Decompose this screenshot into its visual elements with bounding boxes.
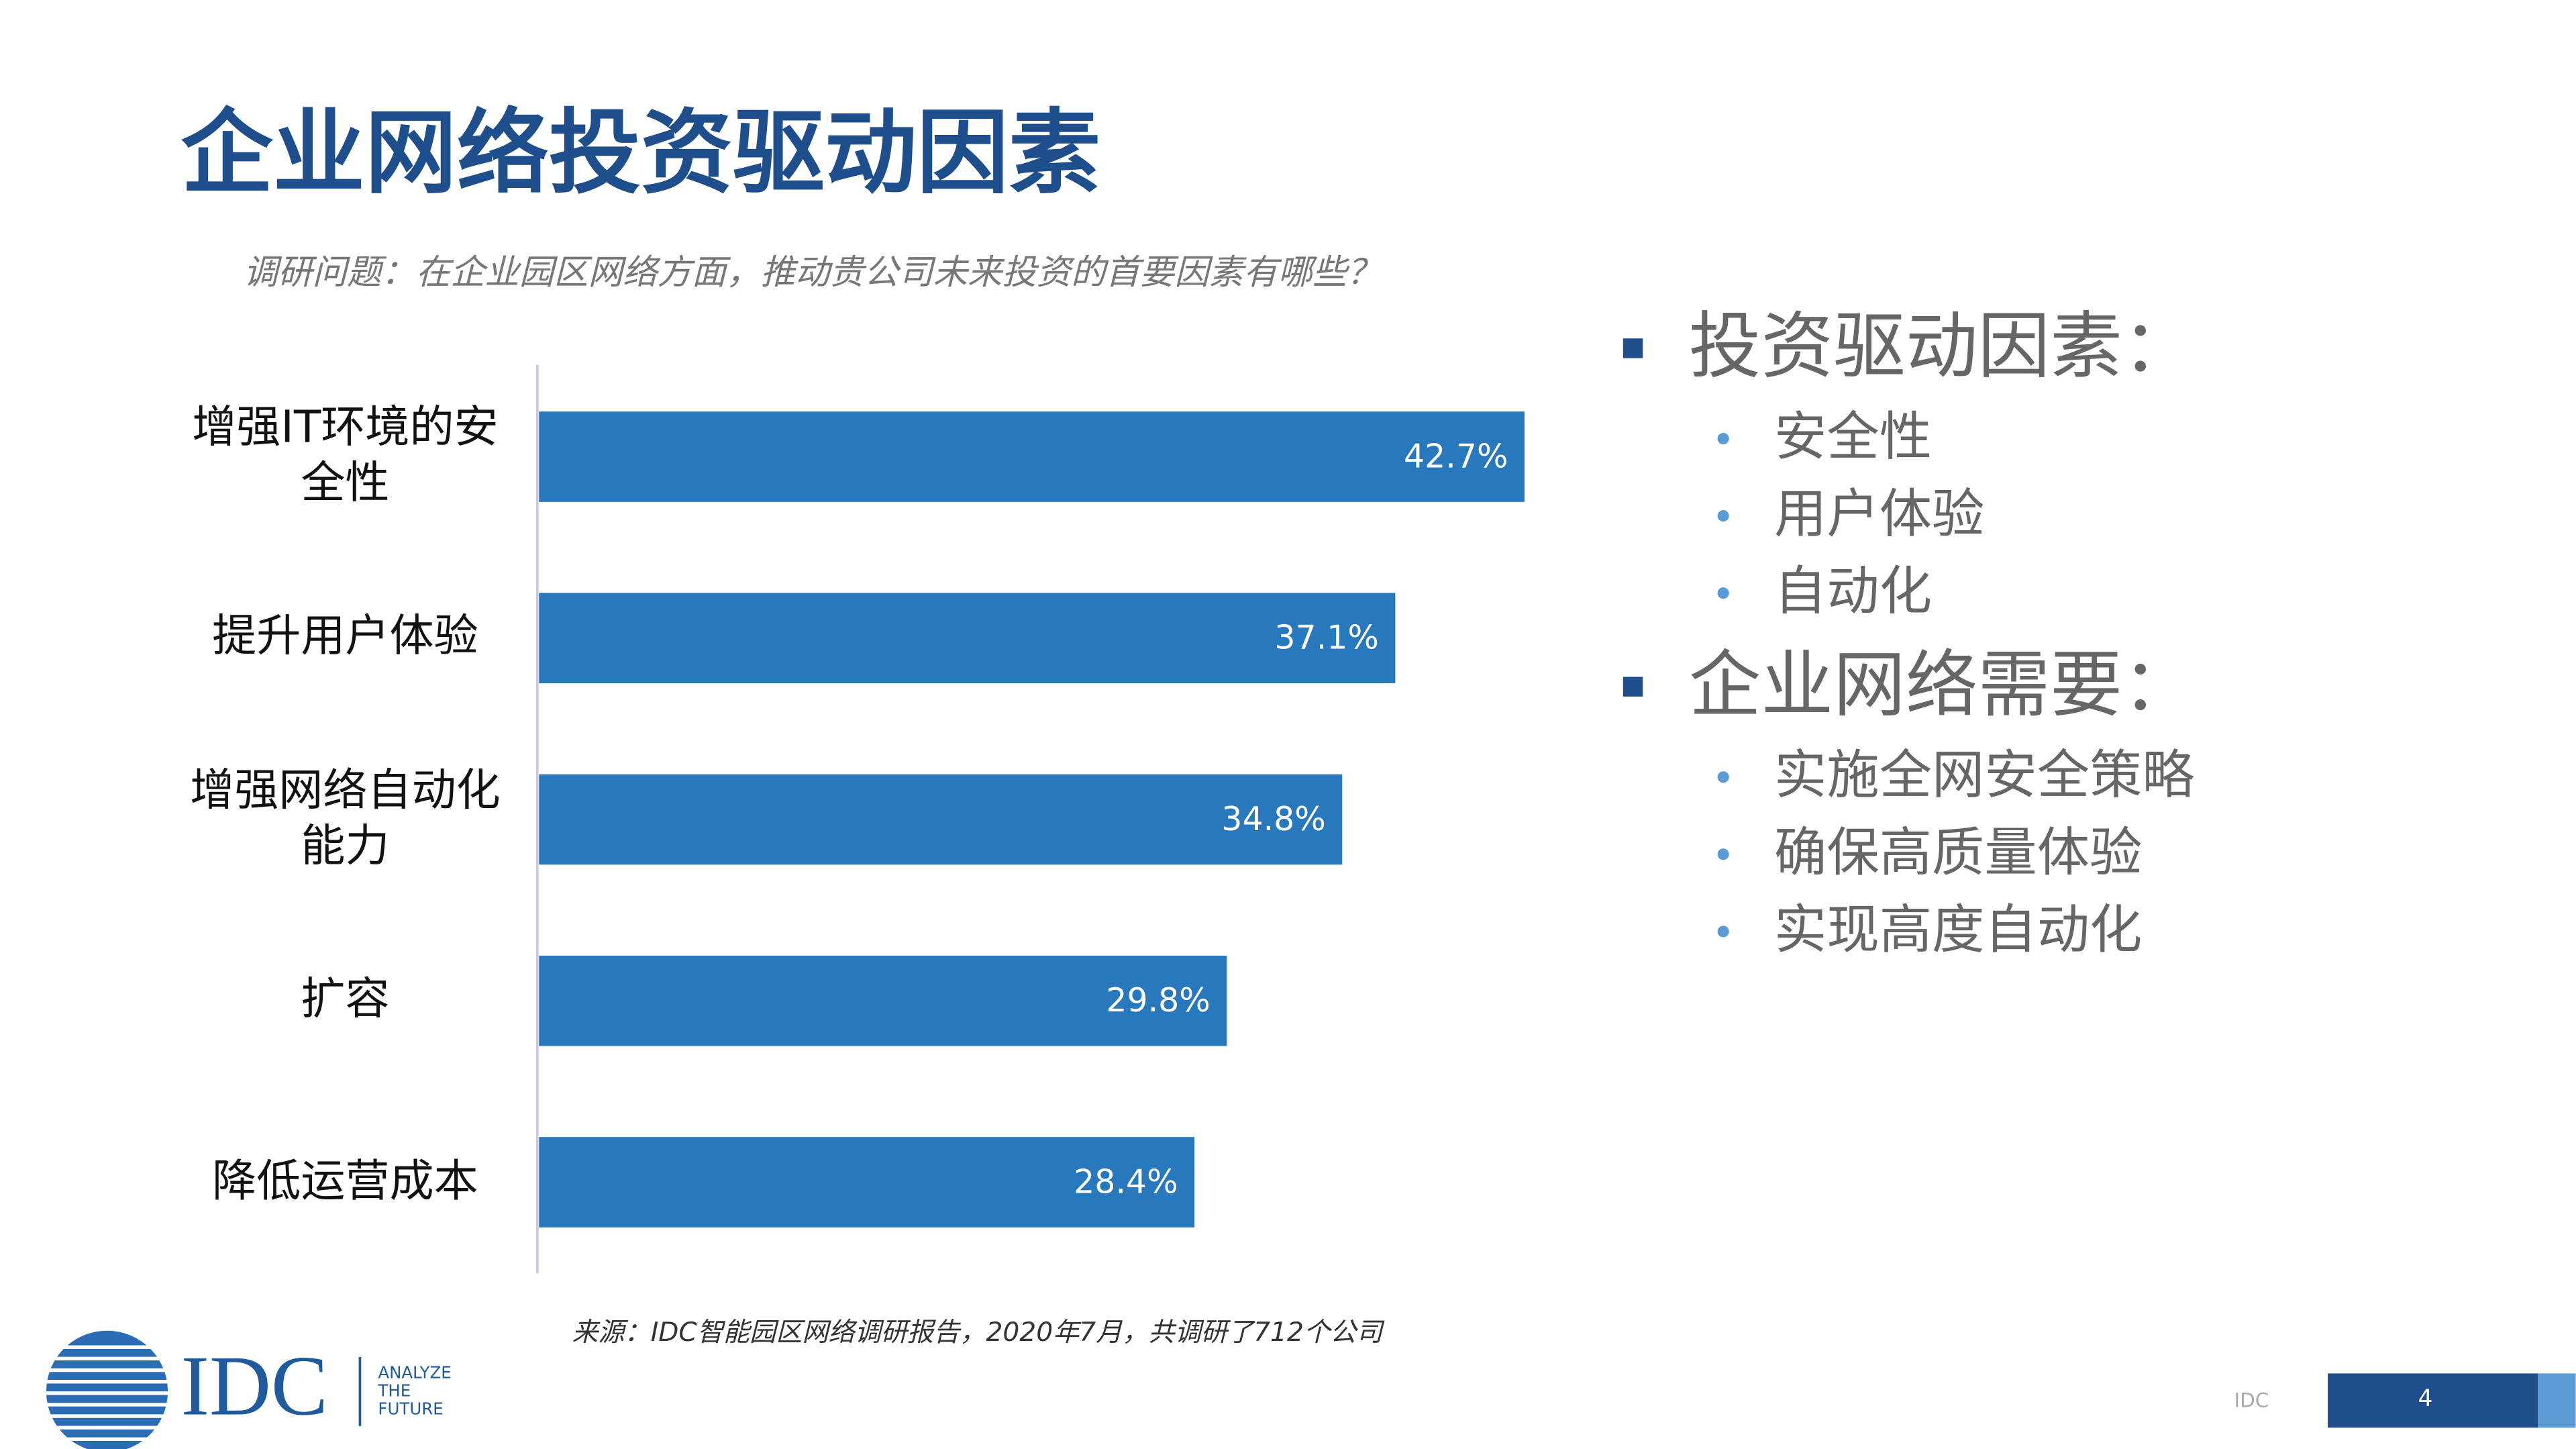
page-number: 4 (2418, 1385, 2433, 1412)
summary-item: 实现高度自动化 (1774, 899, 2142, 960)
category-label: 提升用户体验 (212, 611, 478, 663)
summary-item: 自动化 (1774, 561, 1932, 622)
summary-heading: 企业网络需要： (1689, 643, 2195, 727)
category-label-box: 扩容 (301, 975, 390, 1026)
category-label-box: 提升用户体验 (212, 611, 478, 663)
survey-question: 调研问题：在企业园区网络方面，推动贵公司未来投资的首要因素有哪些？ (244, 252, 1382, 293)
logo-tagline: ANALYZE (378, 1362, 451, 1382)
logo: IDC (41, 1330, 362, 1449)
dot-bullet (1717, 771, 1729, 783)
category-label: 增强网络自动化能力 (190, 765, 501, 872)
summary-item: 确保高质量体验 (1774, 822, 2142, 883)
value-label: 28.4% (1074, 1162, 1178, 1201)
slide-title: 企业网络投资驱动因素 (181, 100, 1101, 207)
square-bullet (1622, 338, 1643, 358)
value-label: 34.8% (1221, 800, 1325, 838)
bar (539, 774, 1343, 865)
value-label: 42.7% (1404, 437, 1508, 475)
bar (539, 955, 1227, 1046)
dot-bullet (1717, 587, 1729, 599)
dot-bullet (1717, 433, 1729, 445)
source-note: 来源：IDC智能园区网络调研报告，2020年7月，共调研了712个公司 (572, 1317, 1385, 1348)
logo-name: IDC (181, 1338, 328, 1433)
category-label: 扩容 (301, 975, 390, 1026)
category-label: 增强IT环境的安全性 (192, 402, 499, 509)
dot-bullet (1717, 510, 1729, 522)
summary-item: 实施全网安全策略 (1774, 745, 2195, 806)
category-label: 降低运营成本 (212, 1156, 478, 1207)
logo-tagline: THE (377, 1381, 411, 1400)
bar (539, 593, 1396, 684)
footer-label: IDC (2234, 1389, 2269, 1412)
value-label: 29.8% (1106, 981, 1210, 1019)
category-label-box: 降低运营成本 (212, 1156, 478, 1207)
page-box (2327, 1373, 2538, 1428)
summary-heading: 投资驱动因素： (1689, 305, 2195, 389)
dot-bullet (1717, 848, 1729, 860)
summary-item: 用户体验 (1774, 484, 1984, 545)
bar (539, 411, 1525, 502)
category-label-box: 增强IT环境的安全性 (192, 402, 499, 509)
bar (539, 1137, 1195, 1228)
value-label: 37.1% (1274, 619, 1378, 657)
logo-stripes (41, 1345, 173, 1442)
summary-item: 安全性 (1774, 406, 1932, 467)
square-bullet (1622, 677, 1643, 697)
logo-tagline: FUTURE (378, 1399, 443, 1418)
dot-bullet (1717, 926, 1729, 938)
category-label-box: 增强网络自动化能力 (190, 765, 501, 872)
page-box-accent (2538, 1373, 2576, 1428)
